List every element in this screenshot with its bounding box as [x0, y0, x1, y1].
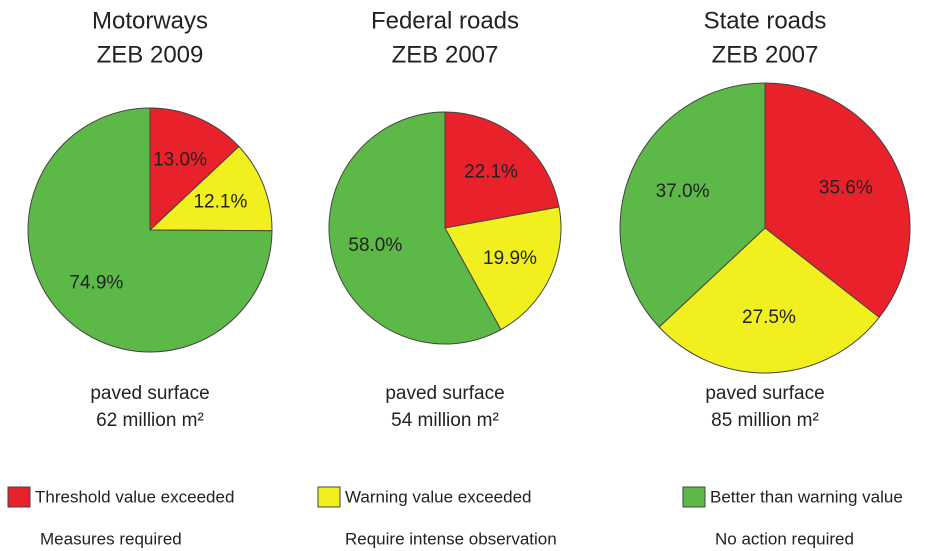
- pie-slice: [27, 107, 273, 353]
- slice-label: 74.9%: [69, 272, 123, 293]
- pie-slice: [619, 82, 766, 328]
- chart-title: Motorways: [92, 7, 208, 34]
- pie-slice: [764, 82, 911, 319]
- chart-title: Federal roads: [371, 7, 519, 34]
- slice-label: 19.9%: [483, 248, 537, 269]
- slice-label: 35.6%: [819, 178, 873, 199]
- slice-label: 58.0%: [348, 235, 402, 256]
- legend-swatch: [317, 486, 341, 508]
- legend-label: Threshold value exceeded: [35, 487, 234, 506]
- pie-slice: [148, 145, 273, 232]
- slice-label: 37.0%: [656, 181, 710, 202]
- pie-slice: [444, 111, 560, 229]
- slice-label: 27.5%: [742, 307, 796, 328]
- pie-slice: [444, 206, 562, 331]
- legend-label: Better than warning value: [710, 487, 903, 506]
- footer-text: 54 million m²: [391, 410, 499, 431]
- pie-slice: [328, 111, 502, 345]
- legend-note: Measures required: [40, 529, 182, 548]
- footer-text: 62 million m²: [96, 410, 204, 431]
- legend-swatch: [7, 486, 31, 508]
- footer-text: paved surface: [705, 383, 824, 404]
- footer-text: paved surface: [90, 383, 209, 404]
- chart-subtitle: ZEB 2007: [392, 41, 499, 68]
- slice-label: 22.1%: [464, 162, 518, 183]
- legend-note: No action required: [715, 529, 854, 548]
- footer-text: 85 million m²: [711, 410, 819, 431]
- legend-note: Require intense observation: [345, 529, 557, 548]
- chart-subtitle: ZEB 2007: [712, 41, 819, 68]
- slice-label: 13.0%: [153, 150, 207, 171]
- footer-text: paved surface: [385, 383, 504, 404]
- pie-slice: [149, 107, 240, 232]
- legend-swatch: [682, 486, 706, 508]
- legend-label: Warning value exceeded: [345, 487, 532, 506]
- pie-slice: [658, 227, 880, 374]
- chart-subtitle: ZEB 2009: [97, 41, 204, 68]
- chart-title: State roads: [704, 7, 827, 34]
- slice-label: 12.1%: [193, 191, 247, 212]
